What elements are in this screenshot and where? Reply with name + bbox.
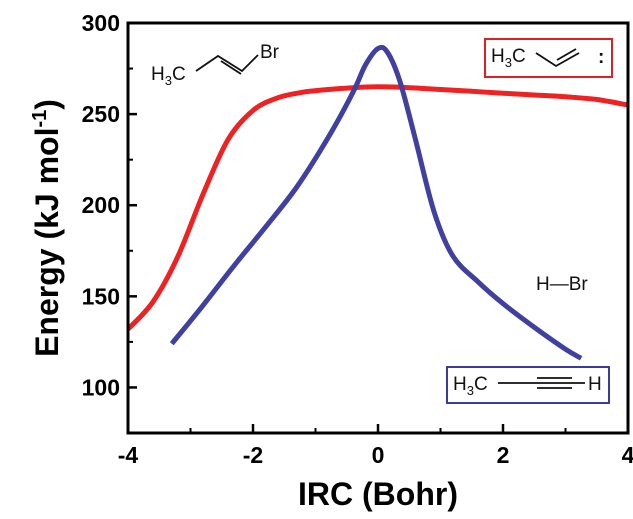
x-axis-ticks: -4 -2 0 2 4: [118, 424, 633, 468]
x-tick-label: 0: [372, 442, 385, 468]
x-axis-title: IRC (Bohr): [298, 476, 458, 512]
carbene-double-bond: [556, 48, 577, 61]
x-tick-label: -2: [243, 442, 263, 468]
carbene-bonds: [535, 52, 580, 68]
carbene-h3c-label: H3C: [491, 46, 526, 70]
reactant-structure: H3C Br: [151, 42, 280, 88]
y-tick-label: 100: [82, 374, 120, 400]
x-tick-label: 2: [497, 442, 510, 468]
reactant-double-bond: [220, 60, 242, 75]
carbene-lone-pair: :: [598, 47, 604, 68]
y-tick-label: 150: [82, 283, 120, 309]
x-tick-label: -4: [118, 442, 139, 468]
reactant-h3c-label: H3C: [151, 64, 186, 88]
y-axis-title: Energy (kJ mol-1): [29, 99, 65, 357]
alkyne-structure: H3C H: [446, 366, 610, 404]
x-tick-label: 4: [622, 442, 633, 468]
y-tick-label: 250: [82, 101, 120, 127]
reactant-bonds: [195, 54, 259, 73]
alkyne-h-label: H: [588, 374, 602, 395]
y-tick-label: 200: [82, 192, 120, 218]
alkyne-box: [446, 366, 610, 404]
carbene-box: [484, 38, 613, 78]
series-line-2: [169, 44, 583, 361]
reactant-br-label: Br: [260, 42, 280, 63]
series-layer: [126, 44, 629, 361]
y-axis-ticks: 100 150 200 250 300: [82, 10, 137, 434]
hbr-label: H—Br: [536, 274, 588, 295]
alkyne-triple-bond: [498, 377, 585, 389]
carbene-structure: H3C :: [484, 38, 613, 78]
y-tick-label: 300: [82, 10, 120, 36]
alkyne-h3c-label: H3C: [453, 374, 488, 398]
